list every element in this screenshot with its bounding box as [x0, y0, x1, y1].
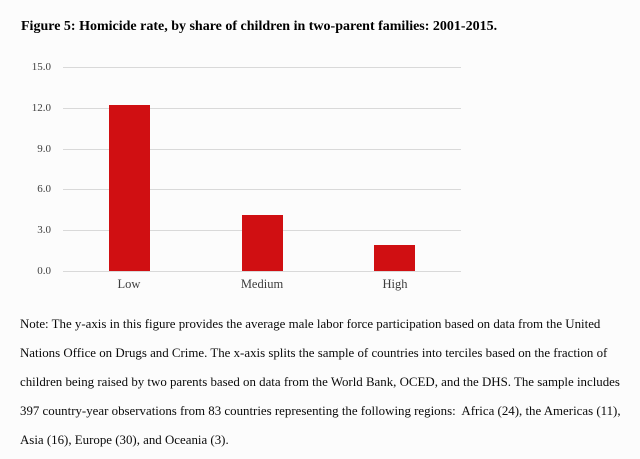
plot-area	[63, 67, 461, 272]
homicide-bar-chart: 15.0 12.0 9.0 6.0 3.0 0.0 Low Medium High	[0, 61, 461, 295]
note-line: Note: The y-axis in this figure provides…	[20, 317, 601, 331]
gridline	[63, 108, 461, 109]
bar-low	[109, 105, 150, 271]
note-line: 397 country-year observations from 83 co…	[20, 404, 621, 418]
note-line: Asia (16), Europe (30), and Oceania (3).	[20, 433, 229, 447]
gridline	[63, 67, 461, 68]
bar-medium	[242, 215, 283, 271]
gridline	[63, 271, 461, 272]
x-axis: Low Medium High	[63, 277, 461, 295]
figure-note: Note: The y-axis in this figure provides…	[20, 310, 632, 455]
bar-high	[374, 245, 415, 271]
y-tick-label: 12.0	[31, 102, 51, 114]
gridline	[63, 189, 461, 190]
y-axis: 15.0 12.0 9.0 6.0 3.0 0.0	[0, 61, 53, 277]
y-tick-label: 6.0	[37, 183, 51, 195]
y-tick-label: 3.0	[37, 224, 51, 236]
x-tick-label: Medium	[240, 277, 284, 291]
y-tick-label: 0.0	[37, 265, 51, 277]
note-line: Nations Office on Drugs and Crime. The x…	[20, 346, 608, 360]
x-tick-label: Low	[117, 277, 141, 291]
figure-title: Figure 5: Homicide rate, by share of chi…	[21, 19, 498, 34]
y-tick-label: 9.0	[37, 143, 51, 155]
x-tick-label: High	[382, 277, 408, 291]
y-tick-label: 15.0	[31, 61, 51, 73]
note-line: children being raised by two parents bas…	[20, 375, 620, 389]
gridline	[63, 149, 461, 150]
